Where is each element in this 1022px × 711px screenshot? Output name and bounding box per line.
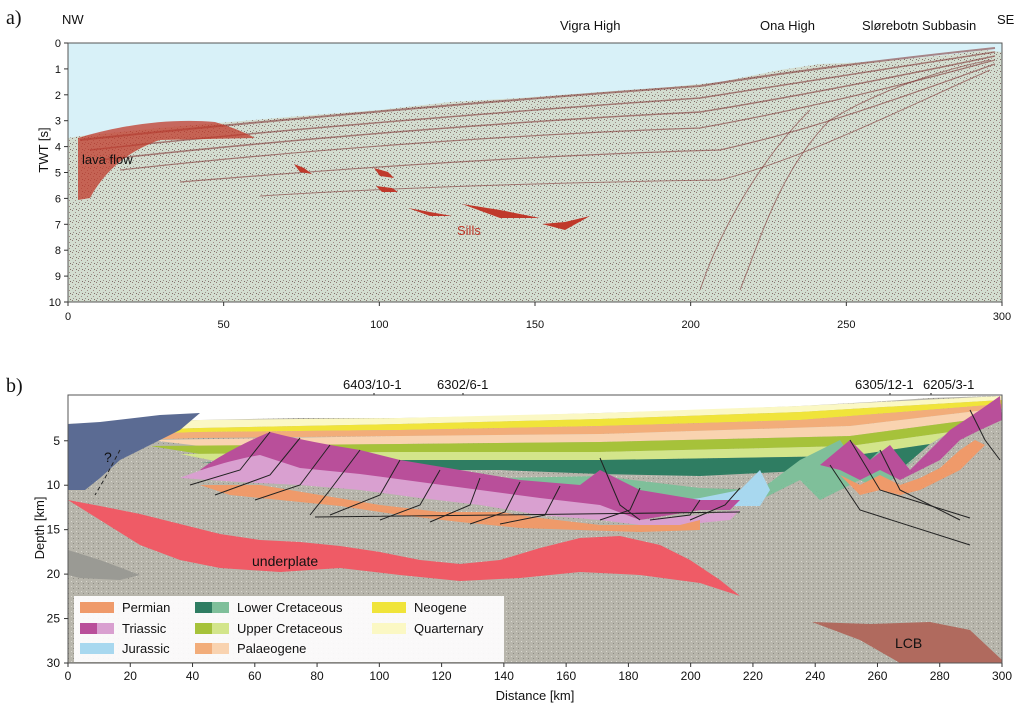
panel-a-ytick-label: 3 [55, 116, 61, 128]
lava-flow-body [78, 120, 255, 200]
panel-b-yticks: 5 10 15 20 25 30 [47, 434, 68, 670]
legend-item-label: Permian [122, 600, 170, 615]
panel-a-yticks: 0 1 2 3 4 5 6 7 8 9 10 [49, 38, 68, 309]
panel-a-xtick-label: 250 [837, 319, 855, 331]
panel-b-xtick-label: 280 [930, 669, 950, 683]
region-ona-high: Ona High [760, 18, 815, 33]
panel-b-ytick-label: 25 [47, 612, 61, 626]
lava-wedge [68, 413, 200, 490]
panel-a-xtick-label: 50 [218, 319, 230, 331]
panel-b-letter: b) [6, 375, 23, 397]
legend-swatch [212, 623, 229, 634]
panel-b-xtick-label: 260 [867, 669, 887, 683]
panel-b-xtick-label: 20 [124, 669, 138, 683]
panel-b-xtick-label: 240 [805, 669, 825, 683]
legend-swatch [212, 602, 229, 613]
legend-item-label: Quarternary [414, 621, 484, 636]
question-mark: ? [104, 449, 112, 465]
panel-b-xtick-label: 300 [992, 669, 1012, 683]
lava-flow-label: lava flow [82, 152, 133, 167]
panel-b-xlabel: Distance [km] [496, 688, 575, 703]
panel-b-xtick-label: 200 [681, 669, 701, 683]
panel-b-ytick-label: 5 [53, 434, 60, 448]
panel-a-ylabel: TWT [s] [36, 127, 51, 172]
strata [68, 396, 1002, 532]
wells: 6403/10-1 6302/6-1 6305/12-1 6205/3-1 [343, 377, 974, 440]
panel-a-ytick-label: 6 [55, 193, 61, 205]
nw-label: NW [62, 12, 84, 27]
panel-a-ytick-label: 7 [55, 219, 61, 231]
panel-b-ytick-label: 10 [47, 478, 61, 492]
legend-item-label: Lower Cretaceous [237, 600, 343, 615]
panel-a-xticks: 0 50 100 150 200 250 300 [65, 302, 1011, 331]
panel-a-ytick-label: 8 [55, 245, 61, 257]
panel-b-xtick-label: 0 [65, 669, 72, 683]
panel-b-ylabel: Depth [km] [32, 497, 47, 560]
panel-b-frame [67, 394, 1003, 664]
panel-b-xtick-label: 220 [743, 669, 763, 683]
panel-b: b) 6403/10-1 6302/6-1 6305/12-1 6205/3-1 [6, 375, 1012, 703]
legend-item-label: Triassic [122, 621, 167, 636]
legend-item-label: Jurassic [122, 641, 170, 656]
legend-swatch [195, 643, 212, 654]
panel-b-xtick-label: 60 [248, 669, 262, 683]
legend-swatch [372, 623, 406, 634]
se-label: SE [997, 12, 1015, 27]
lcb-label: LCB [895, 635, 922, 651]
panel-b-ytick-label: 30 [47, 656, 61, 670]
panel-a-ytick-label: 1 [55, 64, 61, 76]
panel-a-ytick-label: 10 [49, 297, 61, 309]
faults [94, 409, 1001, 546]
well-6302-6-1: 6302/6-1 [437, 377, 488, 392]
panel-a-ytick-label: 5 [55, 168, 61, 180]
legend-item-label: Neogene [414, 600, 467, 615]
panel-a-xtick-label: 200 [681, 319, 699, 331]
panel-b-xtick-label: 120 [432, 669, 452, 683]
legend-swatch [80, 602, 114, 613]
legend-box [74, 596, 504, 662]
legend-swatch [195, 602, 212, 613]
legend: Permian Triassic Jurassic Lower Cretaceous U… [74, 596, 504, 662]
panel-a-xtick-label: 100 [370, 319, 388, 331]
panel-a-ytick-label: 2 [55, 90, 61, 102]
legend-swatch [97, 623, 114, 634]
panel-a-xtick-label: 150 [526, 319, 544, 331]
panel-a-ytick-label: 0 [55, 38, 61, 50]
legend-item-label: Palaeogene [237, 641, 306, 656]
legend-swatch [212, 643, 229, 654]
panel-a-xtick-label: 300 [993, 311, 1011, 323]
region-vigra-high: Vigra High [560, 18, 620, 33]
panel-b-xtick-label: 100 [369, 669, 389, 683]
panel-b-xtick-label: 40 [186, 669, 200, 683]
panel-a: a) NW SE Vigra High Ona High Slørebotn S… [6, 7, 1015, 331]
panel-a-ytick-label: 9 [55, 271, 61, 283]
legend-swatch [195, 623, 212, 634]
well-6305-12-1: 6305/12-1 [855, 377, 914, 392]
panel-b-xtick-label: 160 [556, 669, 576, 683]
sea-water [68, 43, 1002, 138]
legend-swatch [80, 623, 97, 634]
panel-b-xtick-label: 80 [310, 669, 324, 683]
region-slorebotn-subbasin: Slørebotn Subbasin [862, 18, 976, 33]
legend-item-label: Upper Cretaceous [237, 621, 343, 636]
lcb-body [812, 622, 1002, 663]
legend-swatch [80, 643, 114, 654]
panel-a-letter: a) [6, 7, 22, 29]
underplate-body [68, 500, 740, 596]
panel-b-xticks: 0 20 40 60 80 100 120 140 160 180 200 220 240 260 280 3… [65, 663, 1012, 683]
well-6403-10-1: 6403/10-1 [343, 377, 402, 392]
underplate-label: underplate [252, 553, 318, 569]
panel-b-xtick-label: 180 [618, 669, 638, 683]
panel-a-ytick-label: 4 [55, 142, 61, 154]
legend-swatch [372, 602, 406, 613]
sills-label: Sills [457, 223, 481, 238]
well-6205-3-1: 6205/3-1 [923, 377, 974, 392]
sills [294, 164, 590, 230]
panel-b-ytick-label: 15 [47, 523, 61, 537]
panel-b-xtick-label: 140 [494, 669, 514, 683]
panel-b-ytick-label: 20 [47, 567, 61, 581]
panel-a-xtick-label: 0 [65, 311, 71, 323]
